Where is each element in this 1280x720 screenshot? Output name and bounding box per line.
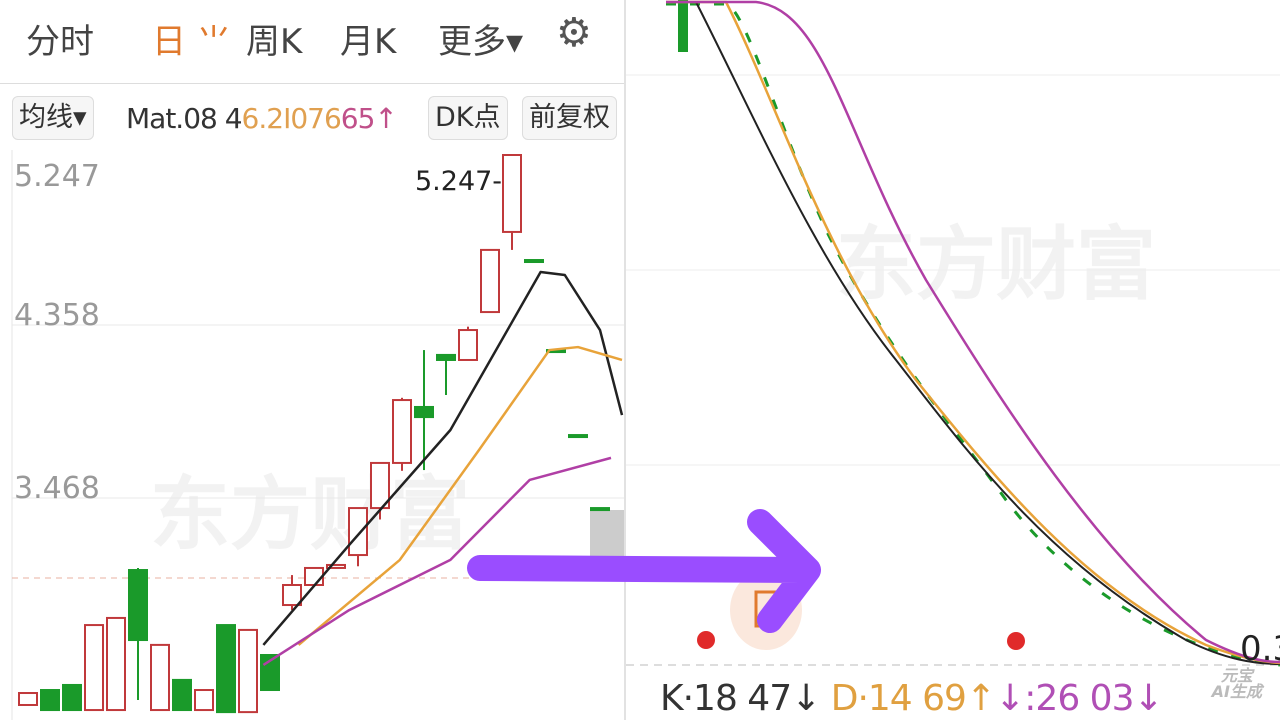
candle [480,248,500,314]
candle [282,583,302,607]
tab-monthly-k[interactable]: 月K [340,22,397,62]
candle [414,405,434,419]
kline-panel: 分时 日 ⺌ 周K 月K 更多▾ ⚙ 均线▾ Mat.08 46.2I07665… [0,0,624,720]
signal-dot [1007,632,1025,650]
tab-intraday[interactable]: 分时 [26,22,94,62]
ma-line [297,345,623,646]
d-line [666,0,1280,665]
candle [348,507,368,557]
candle [458,329,478,361]
candle [370,461,390,510]
d-value: D·14 69↑ [830,678,996,719]
ma3-line [666,0,1280,664]
candle [216,624,236,714]
k-line [666,1,1280,665]
j-line [666,2,1280,667]
candle [392,399,412,464]
ma-text-b: 6.2I076 [241,102,342,135]
candle [40,689,60,712]
tab-more[interactable]: 更多▾ [438,22,524,62]
kdj-panel: 东方财富 0.3 K·18 47↓ D·14 69↑↓:26 03↓ 元宝AI生… [624,0,1280,720]
candle [524,259,544,264]
y-tick: 4.358 [14,298,100,333]
candle [128,569,148,642]
ma-select[interactable]: 均线▾ [12,96,94,140]
candle [194,689,214,712]
gear-icon[interactable]: ⚙ [556,10,592,56]
candle [304,566,324,586]
candle [436,353,456,361]
watermark: 东方财富 [150,468,470,561]
kdj-chart: 0.3 [626,0,1280,669]
ma-text-a: Mat.08 4 [126,102,243,135]
dk-marker-halo [730,570,802,650]
ai-generated-badge: 元宝 AI生成 [1211,666,1262,701]
candle [590,507,610,512]
dk-point-button[interactable]: DK点 [428,96,508,140]
candle [18,692,38,706]
y-tick: 5.247 [14,159,100,194]
indicator-toolbar: 均线▾ Mat.08 46.2I07665↑ DK点 前复权 [0,94,624,146]
candlestick-chart: 5.247 4.358 3.468 5.247-> [11,150,624,720]
j-value: ↓:26 03↓ [995,678,1164,719]
ma-line [262,456,612,666]
signal-dot [697,631,715,649]
candle [150,643,170,712]
tab-daily-k[interactable]: 日 ⺌ [152,22,231,62]
right-edge-value: 0.3 [1240,629,1280,669]
ma-line [262,270,624,646]
ma-text-c: 65↑ [340,102,398,135]
candle [568,434,588,439]
watermark: 东方财富 [836,218,1156,311]
k-value: K·18 47↓ [660,678,821,719]
volume-bar [678,0,688,52]
candle [84,624,104,712]
adjust-button[interactable]: 前复权 [522,96,617,140]
candle [106,616,126,712]
y-tick: 3.468 [14,471,100,506]
tab-weekly-k[interactable]: 周K [246,22,303,62]
candle [238,628,258,714]
candle [172,678,192,712]
period-tabs: 分时 日 ⺌ 周K 月K 更多▾ ⚙ [0,0,624,84]
price-tag-block [590,510,624,556]
candle [62,683,82,712]
ma-values: Mat.08 46.2I07665↑ [126,102,398,135]
kdj-values: K·18 47↓ D·14 69↑↓:26 03↓ [660,678,1164,719]
candle [502,154,522,233]
candle [326,563,346,569]
